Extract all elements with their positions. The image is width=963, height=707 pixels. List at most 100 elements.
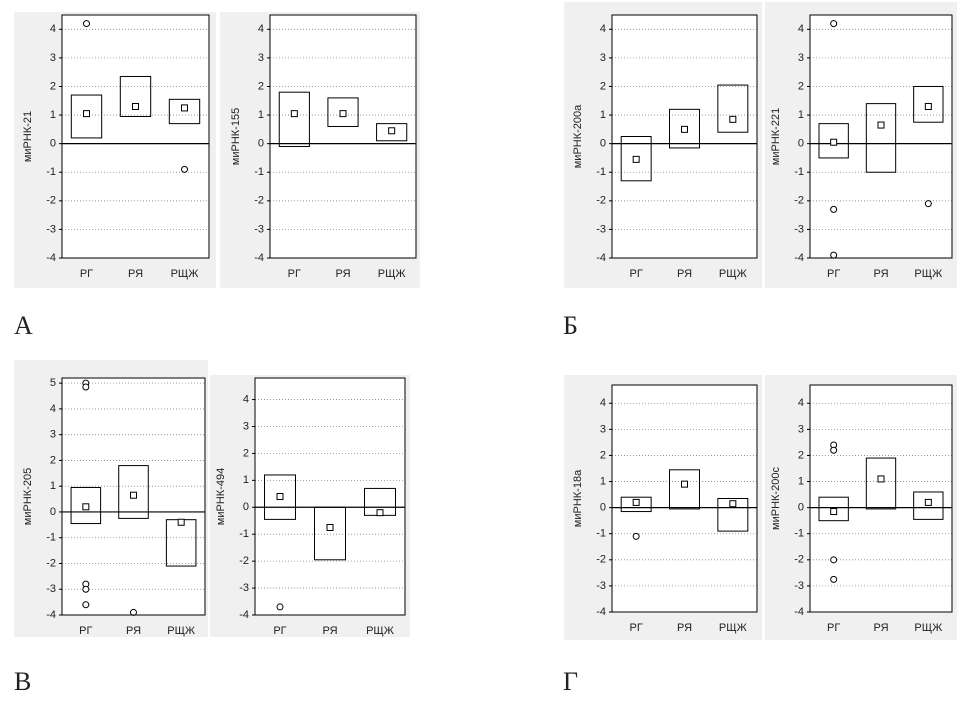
y-tick-label: 3 xyxy=(258,52,264,64)
center-marker xyxy=(339,110,347,118)
outlier xyxy=(276,603,284,611)
y-tick-label: 0 xyxy=(798,138,804,150)
center-marker xyxy=(632,155,640,163)
y-tick-label: 2 xyxy=(258,80,264,92)
box xyxy=(314,506,346,561)
y-tick-label: -4 xyxy=(46,609,56,621)
outlier xyxy=(830,556,838,564)
x-tick-label: РЩЖ xyxy=(378,268,406,280)
x-tick-label: РГ xyxy=(827,622,840,634)
outlier xyxy=(830,575,838,583)
box xyxy=(717,84,749,133)
y-tick-label: -4 xyxy=(254,252,264,264)
center-marker xyxy=(681,125,688,133)
center-marker xyxy=(276,493,284,500)
x-tick-label: РЯ xyxy=(873,268,888,280)
panel-letter: Б xyxy=(563,311,578,340)
y-tick-label: 2 xyxy=(600,449,606,461)
box xyxy=(620,496,652,513)
center-marker xyxy=(290,110,298,118)
y-tick-label: -1 xyxy=(596,528,606,540)
y-tick-label: 1 xyxy=(600,475,606,487)
center-marker xyxy=(924,102,932,110)
plot-background xyxy=(810,385,952,612)
center-marker xyxy=(376,509,384,517)
y-tick-label: 0 xyxy=(600,138,606,150)
center-marker xyxy=(82,503,90,511)
outlier xyxy=(632,532,640,540)
y-axis-label: миРНК-494 xyxy=(215,468,227,525)
x-tick-label: РЩЖ xyxy=(366,625,394,637)
x-tick-label: РГ xyxy=(630,268,643,280)
y-tick-label: -1 xyxy=(239,528,249,540)
x-tick-label: РЩЖ xyxy=(914,268,942,280)
y-axis-label: миРНК-221 xyxy=(770,108,782,165)
outlier xyxy=(830,20,838,28)
y-tick-label: 3 xyxy=(243,420,249,432)
y-tick-label: -2 xyxy=(794,554,804,566)
box xyxy=(264,474,296,520)
y-tick-label: -4 xyxy=(596,252,606,264)
outlier xyxy=(830,251,838,259)
center-marker xyxy=(388,127,396,135)
center-marker xyxy=(729,115,737,123)
box xyxy=(865,457,897,510)
x-tick-label: РЩЖ xyxy=(719,622,747,634)
y-tick-label: -1 xyxy=(46,166,56,178)
box xyxy=(118,465,149,519)
y-tick-label: 0 xyxy=(798,502,804,514)
outlier xyxy=(83,20,90,28)
y-axis-label: миРНК-21 xyxy=(22,111,34,162)
box xyxy=(327,97,359,127)
plot-background xyxy=(62,15,209,258)
box xyxy=(669,108,700,149)
box xyxy=(717,498,749,532)
x-tick-label: РЩЖ xyxy=(719,268,747,280)
y-tick-label: 4 xyxy=(243,393,249,405)
y-tick-label: 4 xyxy=(50,23,56,35)
box xyxy=(913,85,944,123)
y-tick-label: 4 xyxy=(600,397,606,409)
center-marker xyxy=(177,518,185,526)
y-tick-label: 1 xyxy=(600,109,606,121)
y-tick-label: -2 xyxy=(46,557,56,569)
y-tick-label: 5 xyxy=(50,377,56,389)
plot-frame xyxy=(61,14,210,259)
y-tick-label: 4 xyxy=(258,23,264,35)
y-axis-label: миРНК-205 xyxy=(22,468,34,525)
center-marker xyxy=(877,475,885,483)
y-tick-label: 1 xyxy=(798,475,804,487)
y-tick-label: 3 xyxy=(600,52,606,64)
y-axis-label: миРНК-155 xyxy=(230,108,242,165)
center-marker xyxy=(632,498,640,506)
y-tick-label: 0 xyxy=(258,138,264,150)
panel-letter: Г xyxy=(563,667,578,696)
outlier xyxy=(924,200,932,208)
y-tick-label: 0 xyxy=(50,138,56,150)
box xyxy=(70,94,103,139)
x-tick-label: РГ xyxy=(827,268,840,280)
y-tick-label: -3 xyxy=(239,582,249,594)
x-tick-label: РЯ xyxy=(128,268,143,280)
y-tick-label: -3 xyxy=(46,583,56,595)
plot-frame xyxy=(809,14,953,259)
y-tick-label: -4 xyxy=(46,252,56,264)
plot-frame xyxy=(809,384,953,613)
y-tick-label: -4 xyxy=(794,252,804,264)
y-tick-label: 4 xyxy=(50,403,56,415)
y-tick-label: -3 xyxy=(46,223,56,235)
plot-frame xyxy=(61,377,206,616)
box xyxy=(669,469,700,510)
x-tick-label: РГ xyxy=(630,622,643,634)
y-tick-label: -3 xyxy=(254,223,264,235)
x-tick-label: РГ xyxy=(80,268,93,280)
box xyxy=(168,98,201,125)
y-tick-label: 3 xyxy=(50,429,56,441)
x-tick-label: РГ xyxy=(273,625,286,637)
y-axis-label: миРНК-18а xyxy=(572,469,584,527)
y-tick-label: -3 xyxy=(596,580,606,592)
y-tick-label: 1 xyxy=(243,474,249,486)
box xyxy=(865,103,897,173)
box xyxy=(620,136,652,182)
